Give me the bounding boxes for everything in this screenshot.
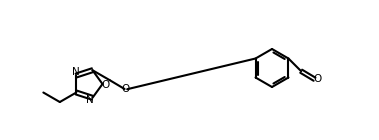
Text: O: O [313, 74, 321, 84]
Text: O: O [101, 80, 110, 90]
Text: N: N [72, 67, 80, 77]
Text: O: O [122, 84, 130, 94]
Text: N: N [86, 95, 94, 105]
